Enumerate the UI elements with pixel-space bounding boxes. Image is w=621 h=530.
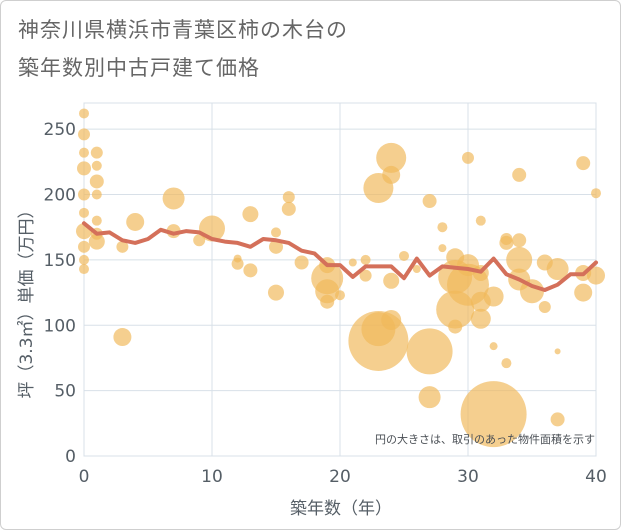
x-tick-label: 40 <box>585 467 607 487</box>
data-bubble <box>268 284 284 301</box>
data-bubble <box>406 328 453 375</box>
data-bubble <box>348 258 357 267</box>
size-note: 円の大きさは、取引のあった物件面積を示す <box>375 432 595 446</box>
data-bubble <box>79 108 89 119</box>
data-bubble <box>359 269 372 282</box>
data-bubble <box>550 412 565 427</box>
data-bubble <box>282 191 295 204</box>
data-bubble <box>418 386 441 409</box>
average-price-line <box>82 221 598 292</box>
data-bubble <box>78 188 90 201</box>
data-bubble <box>89 174 104 189</box>
data-bubble <box>499 235 514 250</box>
data-bubble <box>126 212 145 231</box>
data-bubble <box>79 207 89 218</box>
data-bubble <box>506 246 533 273</box>
data-bubble <box>576 156 591 171</box>
data-bubble <box>376 142 407 173</box>
data-bubble <box>79 254 89 265</box>
data-bubble <box>315 279 340 304</box>
trend-line-layer <box>82 221 598 292</box>
data-bubble <box>79 147 89 158</box>
data-bubble <box>554 348 561 355</box>
x-axis-title: 築年数（年） <box>290 499 392 519</box>
data-bubble <box>294 255 309 270</box>
data-bubble <box>77 161 91 176</box>
y-tick-label: 50 <box>54 382 76 402</box>
data-bubble <box>489 342 498 351</box>
data-bubble <box>512 167 527 182</box>
data-bubble <box>113 328 132 347</box>
chart-title-line-2: 築年数別中古戸建て価格 <box>18 56 260 80</box>
y-tick-label: 250 <box>44 120 76 140</box>
x-axis-ticks: 0 10 20 30 40 <box>79 467 607 487</box>
data-bubble <box>470 308 491 329</box>
data-bubble <box>422 194 437 209</box>
data-bubble <box>412 265 421 274</box>
x-tick-label: 10 <box>201 467 223 487</box>
y-axis-ticks: 0 50 100 150 200 250 <box>44 120 76 467</box>
data-bubble <box>79 264 89 275</box>
data-bubble <box>271 227 281 238</box>
data-bubble <box>281 201 296 216</box>
data-bubble <box>448 319 463 334</box>
data-bubble <box>475 215 486 226</box>
data-bubble <box>587 266 605 285</box>
data-bubble <box>546 258 569 281</box>
data-bubble <box>88 233 105 250</box>
y-tick-label: 100 <box>44 316 76 336</box>
data-bubble <box>116 240 129 253</box>
data-bubble <box>78 240 90 253</box>
data-bubble <box>383 272 400 289</box>
data-bubble <box>512 233 527 248</box>
data-bubble <box>437 222 448 233</box>
y-axis-title: 坪（3.3㎡）単価（万円） <box>17 201 37 398</box>
y-tick-label: 150 <box>44 251 76 271</box>
data-bubble <box>320 294 335 309</box>
data-bubble <box>538 300 551 313</box>
data-bubble <box>231 257 244 270</box>
data-bubble <box>483 286 504 307</box>
data-bubble <box>381 310 402 331</box>
data-bubble <box>335 290 345 301</box>
data-bubble <box>360 254 371 265</box>
data-bubble <box>382 165 401 184</box>
data-bubble <box>91 160 102 171</box>
data-bubble <box>242 206 259 223</box>
data-bubble <box>501 358 512 369</box>
chart-title-line-1: 神奈川県横浜市青葉区柿の木台の <box>18 18 348 42</box>
data-bubble <box>243 263 258 278</box>
data-bubble <box>90 146 103 159</box>
y-tick-label: 200 <box>44 186 76 206</box>
x-tick-label: 20 <box>329 467 351 487</box>
data-bubble <box>91 189 102 200</box>
bubble-layer <box>76 108 605 448</box>
data-bubble <box>460 381 527 448</box>
data-bubble <box>574 283 593 302</box>
data-bubble <box>91 215 102 226</box>
data-bubble <box>399 250 409 261</box>
x-tick-label: 30 <box>457 467 479 487</box>
data-bubble <box>520 279 544 304</box>
x-tick-label: 0 <box>79 467 90 487</box>
data-bubble <box>591 188 601 199</box>
data-bubble <box>78 128 90 141</box>
data-bubble <box>193 234 206 247</box>
data-bubble <box>462 151 474 164</box>
data-bubble <box>269 239 283 254</box>
data-bubble <box>438 244 447 253</box>
data-bubble <box>162 187 185 210</box>
y-tick-label: 0 <box>65 447 76 467</box>
